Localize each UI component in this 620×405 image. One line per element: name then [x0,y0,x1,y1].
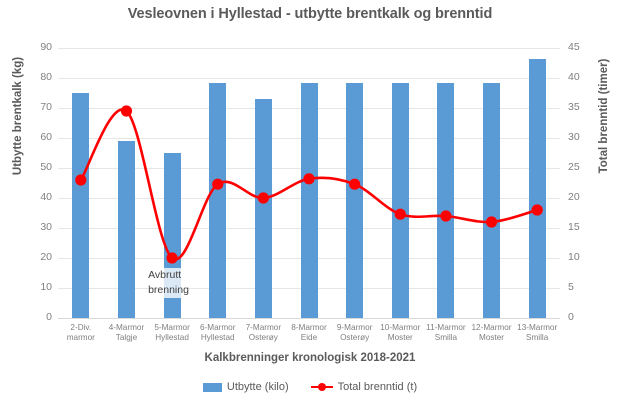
y-tick-label-right: 10 [568,251,580,263]
x-tick-label: 12-Marmor Moster [471,323,512,342]
bar[interactable] [300,82,318,318]
x-tick-label: 7-Marmor Osterøy [245,323,282,342]
legend-label-utbytte: Utbytte (kilo) [226,381,289,393]
y-tick-label-left: 40 [40,191,52,203]
y-axis-title-right: Total brenntid (timer) [598,58,610,174]
legend-item-utbytte[interactable]: Utbytte (kilo) [202,381,289,393]
x-tick-label: 5-Marmor Hyllestad [154,323,190,342]
y-tick-label-left: 60 [40,131,52,143]
y-tick-label-left: 30 [40,221,52,233]
y-tick-label-right: 45 [568,41,580,53]
y-tick-label-right: 5 [568,281,574,293]
bar[interactable] [72,93,90,318]
y-tick-label-left: 50 [40,161,52,173]
legend-item-brenntid[interactable]: Total brenntid (t) [310,381,418,393]
y-tick-label-right: 25 [568,161,580,173]
bar[interactable] [346,82,364,318]
bar[interactable] [117,141,135,318]
bar[interactable] [391,82,409,318]
bar[interactable] [209,82,227,318]
gridline [58,48,560,49]
x-axis-title: Kalkbrenninger kronologisk 2018-2021 [204,352,416,364]
x-tick-label: 2-Div. marmor [66,323,95,342]
y-tick-label-right: 20 [568,191,580,203]
y-tick-label-right: 30 [568,131,580,143]
x-tick-label: 9-Marmor Osterøy [336,323,373,342]
y-tick-label-left: 20 [40,251,52,263]
y-tick-label-left: 90 [40,41,52,53]
x-tick-label: 6-Marmor Hyllestad [199,323,236,342]
y-tick-label-left: 80 [40,71,52,83]
chart-title: Vesleovnen i Hyllestad - utbytte brentka… [127,6,493,22]
bar[interactable] [483,82,501,318]
x-tick-label: 4-Marmor Talgje [108,323,145,342]
y-tick-label-left: 70 [40,101,52,113]
line-marker-swatch-icon [310,382,333,392]
y-tick-label-right: 35 [568,101,580,113]
y-tick-label-right: 40 [568,71,580,83]
x-tick-label: 13-Marmor Smilla [517,323,558,342]
bar[interactable] [437,82,455,318]
bar-swatch-icon [202,382,222,392]
annotation-label: Avbrutt brenning [148,268,189,298]
y-tick-label-left: 0 [46,311,52,323]
gridline [58,78,560,79]
y-axis-title-left: Utbytte brentkalk (kg) [12,56,24,176]
chart-legend: Utbytte (kilo) Total brenntid (t) [0,381,620,393]
y-tick-label-right: 0 [568,311,574,323]
x-tick-label: 10-Marmor Moster [380,323,421,342]
x-tick-label: 8-Marmor Eide [291,323,327,342]
y-tick-label-right: 15 [568,221,580,233]
bar[interactable] [528,58,546,318]
y-tick-label-left: 10 [40,281,52,293]
bar[interactable] [254,99,272,318]
legend-label-brenntid: Total brenntid (t) [337,381,418,393]
x-tick-label: 11-Marmor Smilla [426,323,466,342]
gridline [58,318,560,319]
